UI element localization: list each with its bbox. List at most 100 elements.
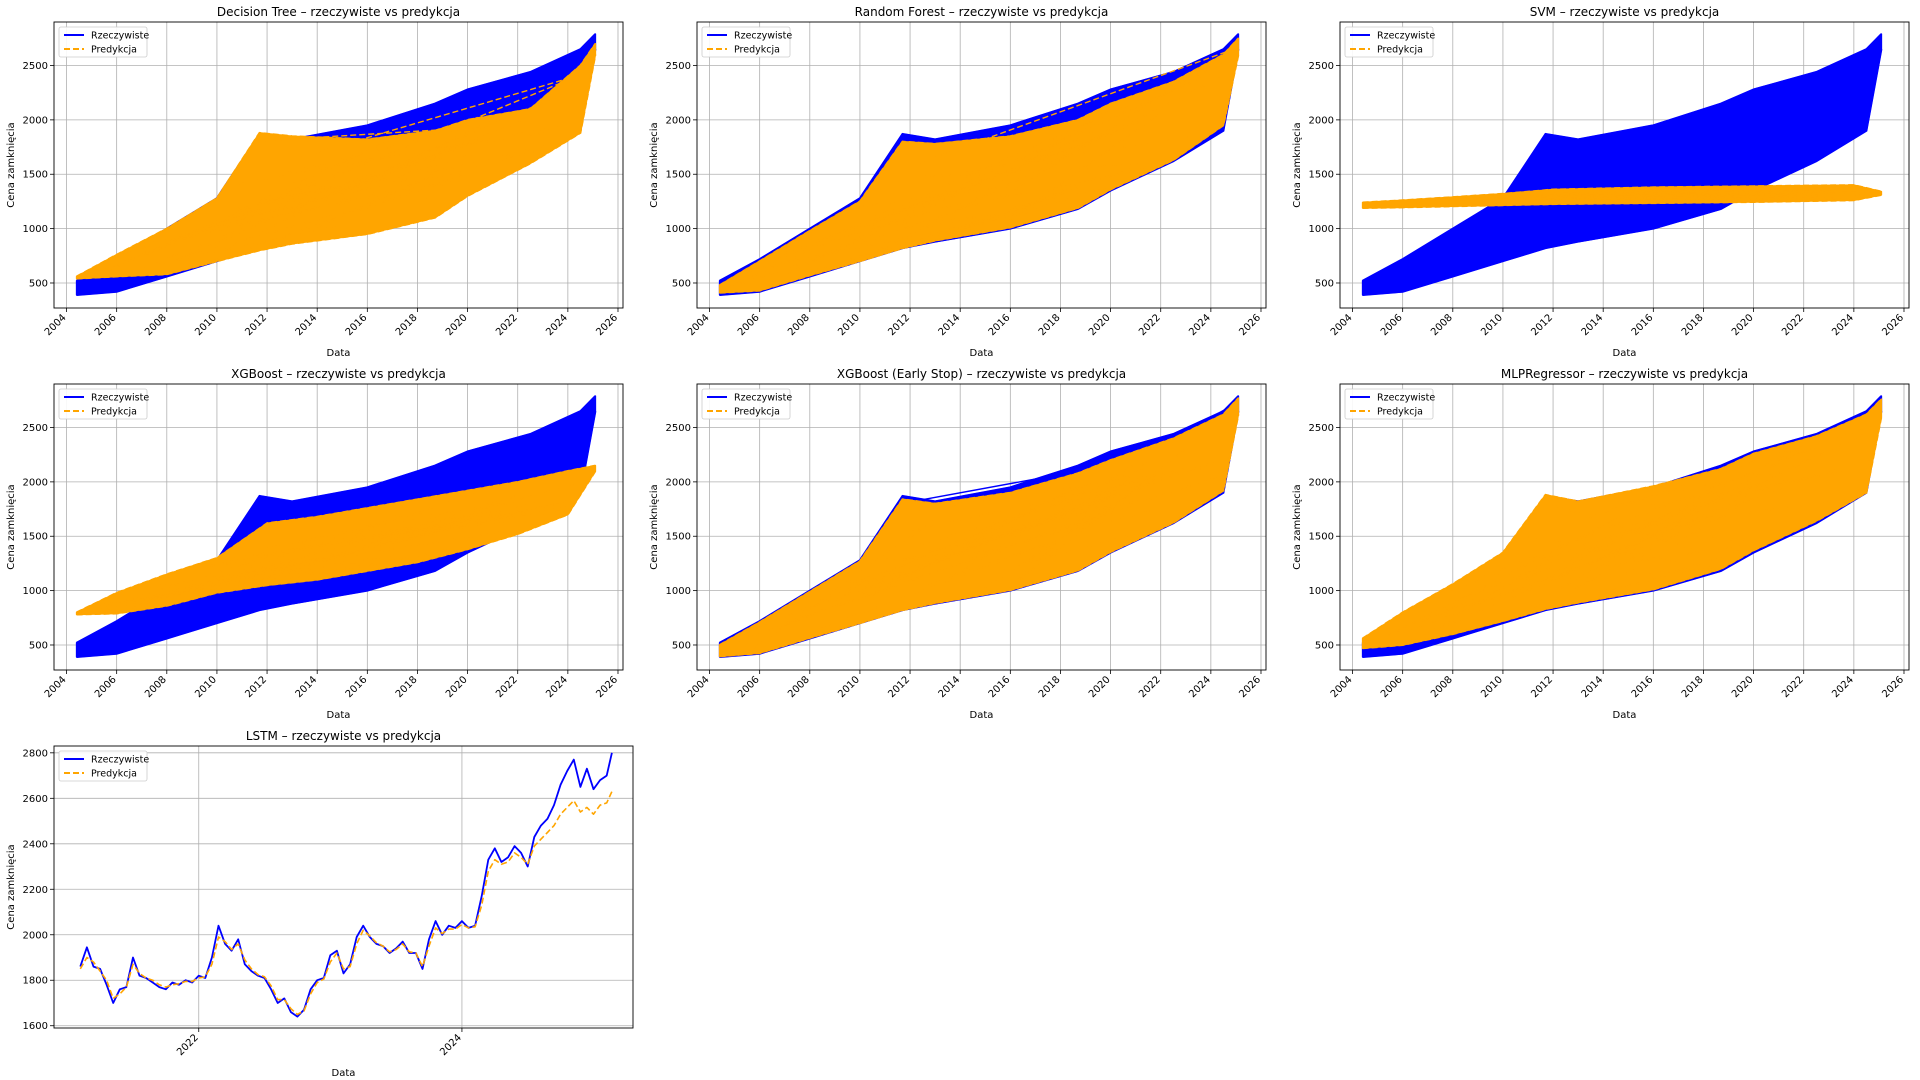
legend-label-predicted: Predykcja — [1377, 407, 1423, 418]
series-edge-high — [719, 397, 1240, 646]
series-segment — [1621, 472, 1760, 504]
series-segment — [1637, 195, 1831, 199]
series-segment — [1384, 132, 1625, 286]
series-edge-low — [76, 470, 597, 616]
series-segment — [260, 128, 458, 142]
series-edge-low — [719, 54, 1240, 294]
legend-label-actual: Rzeczywiste — [1377, 31, 1435, 42]
series-segment — [1662, 188, 1834, 193]
series-segment — [315, 174, 434, 228]
axes-frame — [53, 21, 624, 309]
series-segment — [966, 136, 1134, 173]
series-segment — [169, 504, 569, 591]
x-axis-label: Data — [970, 710, 994, 721]
y-tick-label: 500 — [672, 640, 691, 651]
series-segment — [1416, 522, 1610, 642]
x-tick-label: 2020 — [1730, 312, 1756, 338]
series-predicted — [1361, 184, 1883, 209]
chart-panel-4: 2004 2006 2008 2010 2012 2014 2016 2018 2020 2022… — [6, 367, 624, 721]
plot-lines — [75, 395, 597, 658]
x-tick-label: 2024 — [544, 674, 570, 700]
series-segment — [1364, 206, 1689, 290]
series-segment — [1416, 193, 1789, 205]
y-tick-label: 1000 — [666, 586, 691, 597]
x-tick-label: 2006 — [1379, 674, 1405, 700]
y-tick-label: 1500 — [1309, 170, 1334, 181]
series-segment — [91, 553, 398, 608]
y-tick-label: 1500 — [666, 170, 691, 181]
legend-label-actual: Rzeczywiste — [91, 393, 149, 404]
series-segment — [786, 128, 1099, 275]
series-segment — [1025, 135, 1194, 164]
x-tick-label: 2022 — [1780, 674, 1806, 700]
y-tick-label: 1000 — [1309, 224, 1334, 235]
y-tick-label: 1000 — [1309, 586, 1334, 597]
y-tick-label: 2000 — [666, 115, 691, 126]
series-segment — [738, 501, 1133, 642]
series-segment — [223, 561, 420, 565]
chart-panel-7: 2022 2024 1600 1800 2000 2200 2400 2600 2800 LSTM… — [6, 729, 634, 1079]
chart-panel-6: 2004 2006 2008 2010 2012 2014 2016 2018 2020 2022… — [1292, 367, 1910, 721]
legend-label-actual: Rzeczywiste — [734, 393, 792, 404]
y-tick-label: 2000 — [1309, 115, 1334, 126]
x-tick-label: 2006 — [736, 312, 762, 338]
series-segment — [1528, 129, 1678, 201]
x-tick-label: 2022 — [1780, 312, 1806, 338]
series-segment — [999, 110, 1108, 182]
legend-label-actual: Rzeczywiste — [734, 31, 792, 42]
series-segment — [77, 567, 433, 651]
x-tick-label: 2026 — [1880, 312, 1906, 338]
legend: Rzeczywiste Predykcja — [1344, 26, 1435, 58]
x-tick-label: 2026 — [1237, 312, 1263, 338]
axes-frame — [53, 745, 634, 1029]
y-axis-label: Cena zamknięcia — [6, 122, 17, 207]
series-segment — [1544, 62, 1859, 203]
series-segment — [1604, 548, 1747, 595]
series-segment — [183, 197, 351, 240]
series-segment — [1418, 534, 1678, 624]
x-tick-label: 2008 — [786, 674, 812, 700]
series-segment — [1438, 496, 1726, 596]
series-segment — [920, 465, 1192, 546]
chart-title: Decision Tree – rzeczywiste vs predykcja — [217, 5, 460, 19]
series-segment — [1645, 470, 1850, 506]
series-predicted — [75, 464, 597, 616]
series-segment — [912, 480, 1137, 531]
x-tick-label: 2024 — [438, 1032, 464, 1058]
legend-label-predicted: Predykcja — [91, 407, 137, 418]
x-tick-label: 2022 — [494, 674, 520, 700]
x-tick-label: 2006 — [93, 674, 119, 700]
series-predicted — [79, 791, 613, 1016]
series-segment — [286, 136, 493, 211]
series-segment — [308, 500, 576, 549]
series-edge-low — [1362, 49, 1883, 296]
x-tick-label: 2010 — [1479, 312, 1505, 338]
y-tick-label: 500 — [672, 278, 691, 289]
series-segment — [1001, 111, 1163, 227]
legend-label-predicted: Predykcja — [91, 769, 137, 780]
series-segment — [1418, 497, 1721, 623]
x-tick-label: 2012 — [243, 674, 269, 700]
series-segment — [1009, 460, 1148, 588]
x-tick-label: 2018 — [394, 312, 420, 338]
y-tick-label: 2400 — [23, 839, 48, 850]
series-predicted — [718, 37, 1240, 294]
series-segment — [805, 200, 1047, 274]
series-segment — [1441, 425, 1871, 594]
series-segment — [285, 118, 501, 174]
chart-title: XGBoost (Early Stop) – rzeczywiste vs pr… — [837, 367, 1126, 381]
chart-title: LSTM – rzeczywiste vs predykcja — [246, 729, 441, 743]
series-segment — [253, 493, 539, 552]
x-tick-label: 2004 — [1329, 312, 1355, 338]
legend-label-actual: Rzeczywiste — [91, 31, 149, 42]
series-segment — [80, 544, 307, 615]
series-edge-low — [719, 49, 1240, 296]
x-tick-label: 2026 — [594, 312, 620, 338]
y-tick-label: 500 — [1315, 640, 1334, 651]
y-tick-label: 500 — [1315, 278, 1334, 289]
x-tick-label: 2014 — [294, 674, 320, 700]
series-segment — [1586, 438, 1821, 519]
x-tick-label: 2022 — [1137, 312, 1163, 338]
chart-panel-2: 2004 2006 2008 2010 2012 2014 2016 2018 2020 2022… — [649, 5, 1267, 359]
y-tick-label: 500 — [29, 278, 48, 289]
